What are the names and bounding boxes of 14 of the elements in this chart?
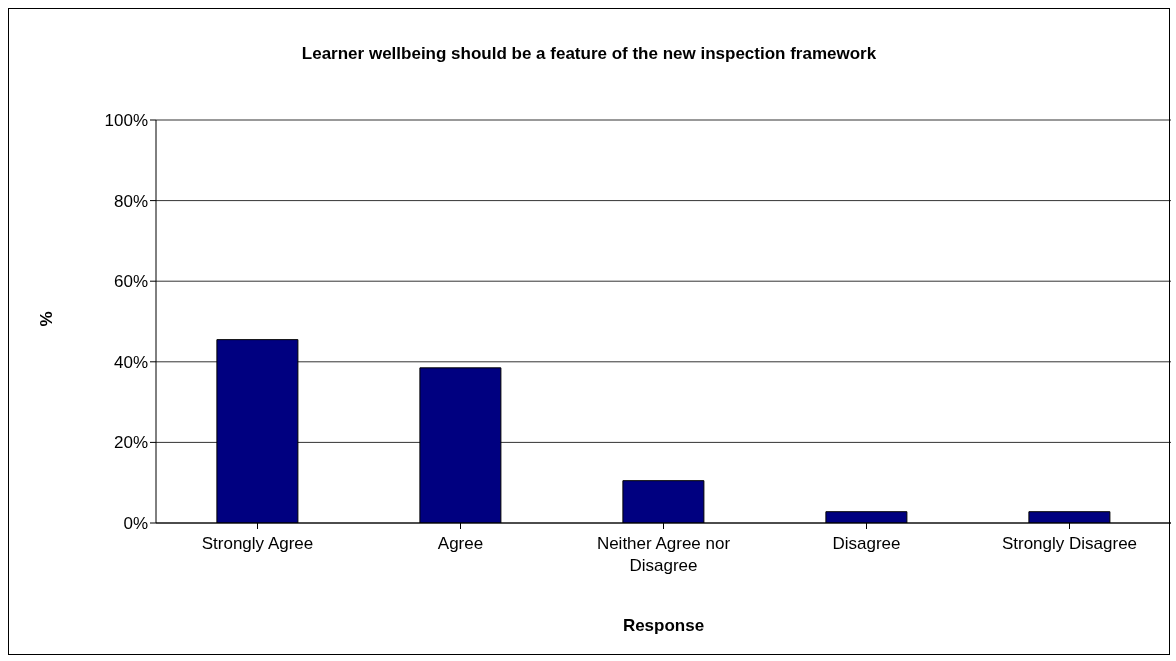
y-tick-label: 100%	[104, 111, 148, 131]
y-tick-label: 80%	[113, 191, 148, 211]
y-tick-label: 0%	[123, 514, 148, 534]
x-tick-label: Neither Agree nor Disagree	[596, 534, 731, 575]
y-tick-label: 20%	[113, 433, 148, 453]
x-tick-label: Disagree	[832, 534, 901, 553]
x-axis-title: Response	[621, 616, 706, 636]
x-tick-label: Agree	[437, 534, 484, 553]
y-axis-title: %	[36, 311, 57, 327]
x-tick-label: Strongly Disagree	[1001, 534, 1138, 553]
chart-title: Learner wellbeing should be a feature of the new inspection framework	[300, 44, 878, 64]
y-tick-label: 40%	[113, 352, 148, 372]
y-tick-label: 60%	[113, 272, 148, 292]
x-tick-label: Strongly Agree	[201, 534, 314, 553]
